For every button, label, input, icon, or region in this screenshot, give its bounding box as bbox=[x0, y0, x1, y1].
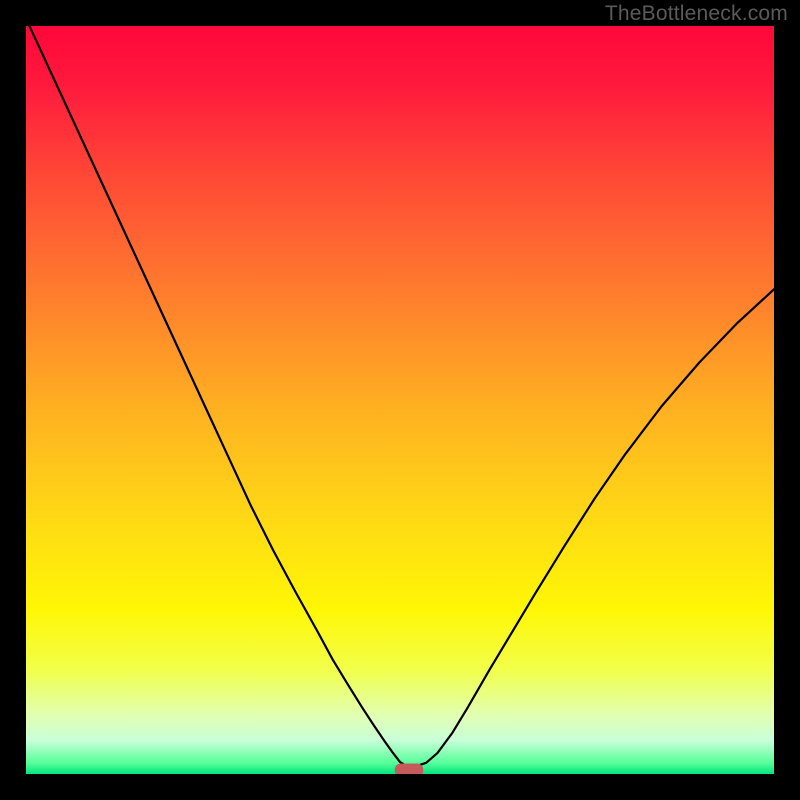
plot-background bbox=[26, 26, 774, 774]
chart-frame: TheBottleneck.com bbox=[0, 0, 800, 800]
plot-area bbox=[0, 0, 800, 800]
bottleneck-curve-chart bbox=[0, 0, 800, 800]
watermark-text: TheBottleneck.com bbox=[605, 2, 788, 26]
